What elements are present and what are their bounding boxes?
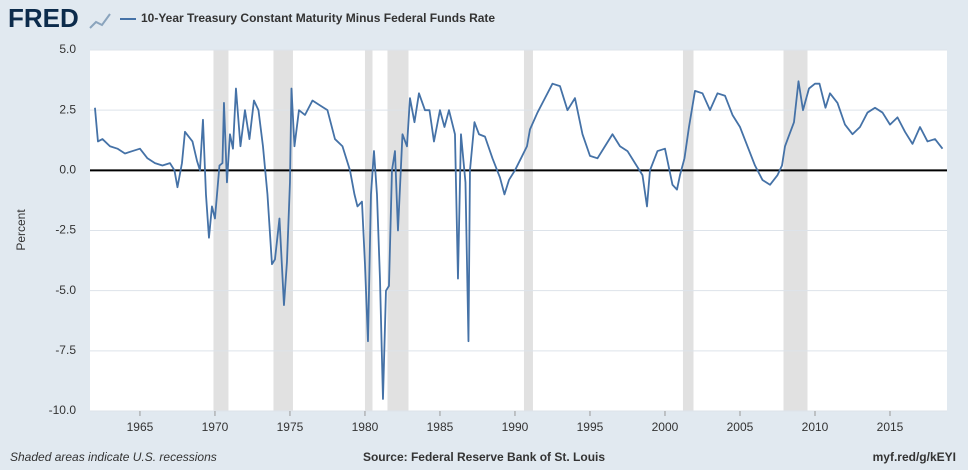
y-tick-label: -10.0 xyxy=(49,403,77,417)
short-url: myf.red/g/kEYI xyxy=(873,450,956,464)
y-tick-label: -7.5 xyxy=(55,343,76,357)
x-tick-label: 2000 xyxy=(652,420,679,434)
x-tick-label: 1995 xyxy=(577,420,604,434)
data-line xyxy=(94,80,944,400)
y-axis-label: Percent xyxy=(14,209,28,251)
x-tick-label: 1980 xyxy=(352,420,379,434)
logo: FRED xyxy=(8,3,79,33)
x-tick-label: 2005 xyxy=(727,420,754,434)
x-tick-label: 1975 xyxy=(277,420,304,434)
x-tick-label: 2010 xyxy=(802,420,829,434)
y-tick-label: -5.0 xyxy=(55,283,76,297)
y-tick-label: 2.5 xyxy=(59,102,76,116)
x-tick-label: 1970 xyxy=(202,420,229,434)
x-tick-label: 1965 xyxy=(127,420,154,434)
y-tick-label: 5.0 xyxy=(59,42,76,56)
footer-note: Shaded areas indicate U.S. recessions xyxy=(10,450,217,464)
source: Source: Federal Reserve Bank of St. Loui… xyxy=(363,450,605,464)
x-tick-label: 2015 xyxy=(877,420,904,434)
legend-label: 10-Year Treasury Constant Maturity Minus… xyxy=(141,11,495,25)
y-tick-label: 0.0 xyxy=(59,163,76,177)
x-tick-label: 1990 xyxy=(502,420,529,434)
y-tick-label: -2.5 xyxy=(55,223,76,237)
x-tick-label: 1985 xyxy=(427,420,454,434)
logo-icon xyxy=(89,13,111,29)
